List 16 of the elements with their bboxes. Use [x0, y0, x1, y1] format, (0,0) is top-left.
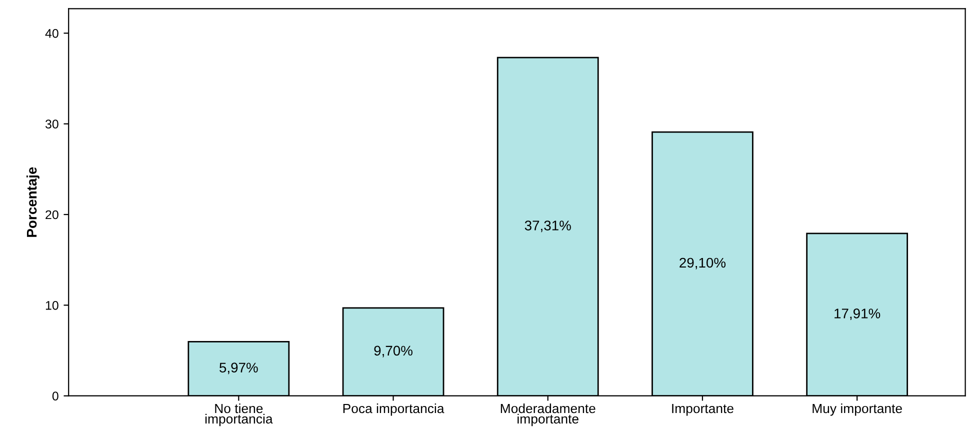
- x-tick-label: Importante: [672, 404, 734, 416]
- x-tick-label: Moderadamente importante: [500, 403, 596, 426]
- y-tick-label: 0: [52, 392, 58, 400]
- y-tick-label: 40: [45, 28, 58, 38]
- y-tick-label: 20: [46, 210, 58, 220]
- data-label: 37,31%: [524, 220, 571, 232]
- y-tick-label: 10: [46, 300, 58, 310]
- x-tick-label: Muy importante: [812, 403, 902, 416]
- data-label: 17,91%: [834, 308, 880, 320]
- data-label: 5,97%: [220, 362, 258, 374]
- data-label: 29,10%: [680, 258, 726, 270]
- x-tick-label: No tiene importancia: [205, 403, 273, 426]
- y-tick-label: 30: [45, 120, 58, 128]
- x-tick-label: Poca importancia: [343, 403, 444, 416]
- data-label: 9,70%: [374, 346, 412, 358]
- y-axis-title: Porcentaje: [26, 167, 40, 237]
